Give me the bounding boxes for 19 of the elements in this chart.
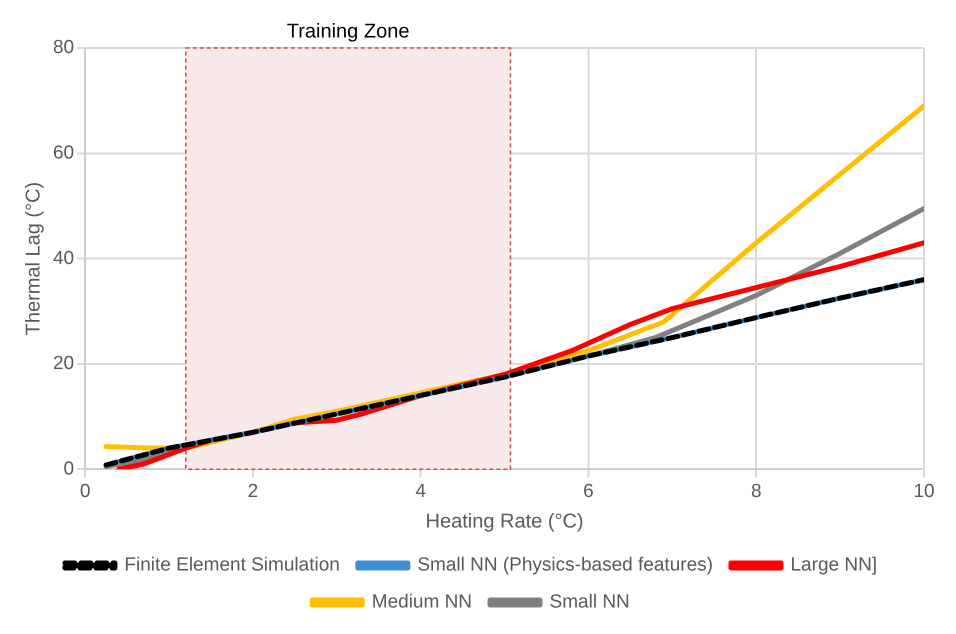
x-tick-label: 2: [248, 480, 258, 502]
x-tick-label: 0: [80, 480, 90, 502]
x-tick-label: 10: [913, 480, 935, 502]
legend-label: Finite Element Simulation: [124, 554, 340, 576]
x-tick-label: 4: [415, 480, 426, 502]
legend-label: Medium NN: [372, 592, 472, 613]
x-axis-title: Heating Rate (°C): [426, 510, 584, 533]
y-tick-label: 20: [52, 353, 74, 374]
x-tick-label: 6: [583, 480, 594, 502]
band-label: Training Zone: [286, 20, 410, 43]
y-axis-title: Thermal Lag (°C): [22, 182, 45, 336]
y-tick-label: 0: [64, 458, 74, 480]
legend-label: Small NN (Physics-based features): [417, 554, 713, 576]
y-tick-label: 60: [52, 142, 74, 164]
x-tick-label: 8: [750, 480, 762, 502]
legend-label: Large NN]: [790, 554, 878, 576]
y-tick-label: 80: [52, 37, 74, 58]
y-tick-label: 40: [52, 248, 74, 269]
legend-label: Small NN: [550, 592, 630, 613]
